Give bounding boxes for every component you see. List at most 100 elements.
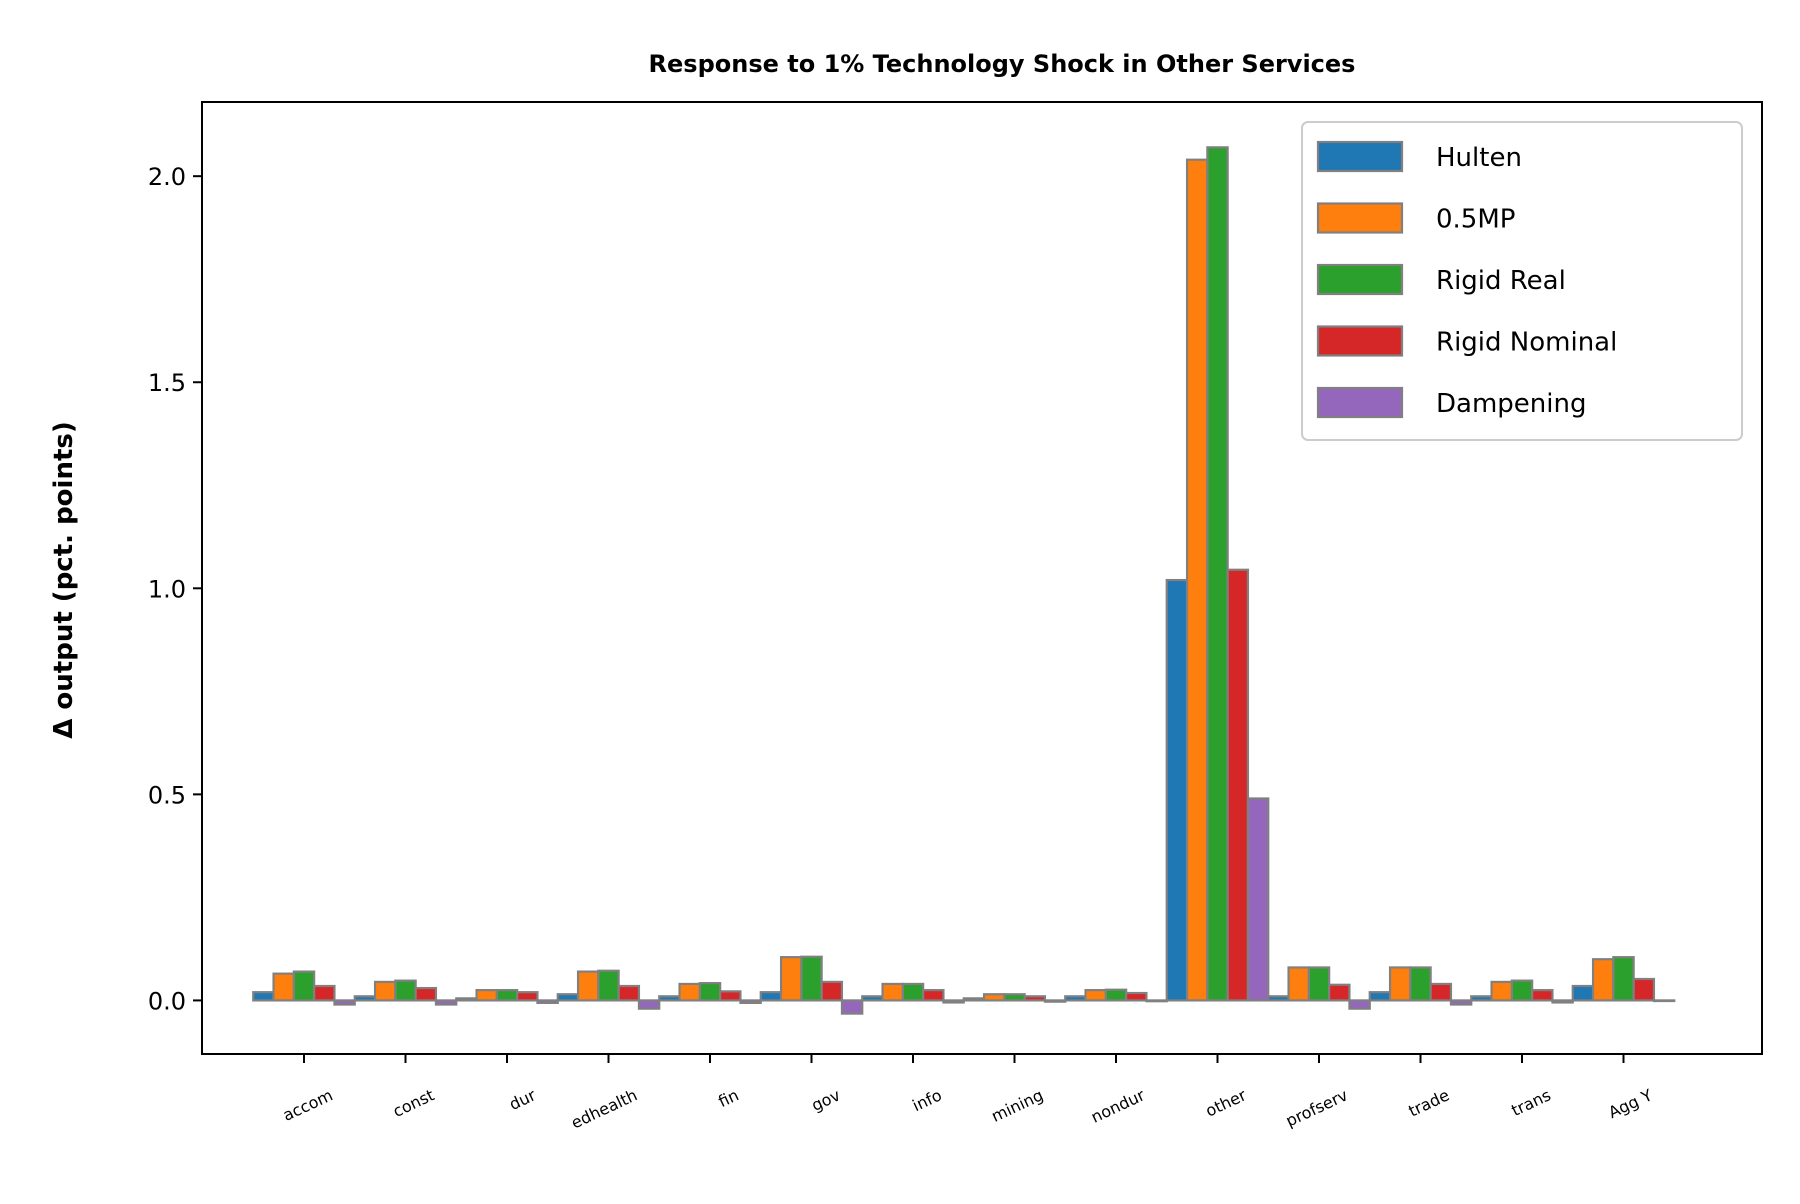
legend-swatch [1316, 325, 1404, 357]
bar-0-5mp-accom [272, 972, 295, 1002]
legend-label: Rigid Nominal [1436, 328, 1617, 358]
bar-hulten-profserv [1267, 995, 1290, 1002]
bar-rigid-real-info [901, 982, 925, 1002]
chart-title: Response to 1% Technology Shock in Other… [649, 50, 1356, 78]
bar-rigid-nominal-agg-y [1632, 977, 1656, 1002]
bar-0-5mp-nondur [1084, 989, 1107, 1002]
bar-0-5mp-dur [475, 989, 498, 1002]
bar-rigid-nominal-trans [1531, 989, 1554, 1002]
x-tick-label: gov [808, 1085, 843, 1115]
bar-dampening-fin [739, 999, 762, 1004]
x-tick-label: info [909, 1085, 944, 1115]
legend-label: Rigid Real [1436, 266, 1566, 296]
bar-dampening-other [1246, 797, 1270, 1002]
x-tick-label: Agg Y [1605, 1085, 1655, 1122]
legend-swatch [1316, 263, 1404, 296]
bar-rigid-real-mining [1003, 993, 1026, 1002]
legend-label: Dampening [1436, 389, 1586, 419]
bar-0-5mp-edhealth [576, 970, 600, 1002]
bar-rigid-nominal-profserv [1328, 983, 1351, 1002]
bar-hulten-fin [658, 995, 681, 1002]
legend-label: 0.5MP [1436, 205, 1515, 235]
bar-rigid-real-nondur [1104, 988, 1128, 1002]
bar-rigid-nominal-gov [820, 980, 844, 1002]
bar-hulten-other [1165, 578, 1189, 1002]
bar-dampening-trade [1449, 999, 1473, 1006]
y-tick-label: 2.0 [148, 163, 186, 191]
bar-hulten-nondur [1064, 995, 1087, 1002]
bar-hulten-gov [759, 991, 783, 1002]
bar-0-5mp-trans [1490, 980, 1513, 1002]
bar-rigid-real-gov [800, 955, 823, 1002]
bar-rigid-real-edhealth [597, 969, 620, 1002]
bar-dampening-trans [1551, 999, 1574, 1004]
bars-layer [252, 146, 1676, 1015]
x-tick-label: mining [988, 1085, 1046, 1125]
bar-rigid-nominal-mining [1023, 995, 1047, 1002]
bar-rigid-real-const [394, 979, 417, 1002]
bar-0-5mp-gov [779, 956, 803, 1002]
bar-dampening-profserv [1348, 999, 1371, 1010]
bar-rigid-nominal-nondur [1125, 991, 1148, 1002]
bar-0-5mp-fin [678, 982, 701, 1002]
bar-hulten-const [353, 995, 377, 1002]
x-tick-label: trade [1406, 1085, 1453, 1120]
y-tick-label: 1.5 [148, 369, 186, 397]
bar-rigid-nominal-trade [1429, 982, 1453, 1002]
legend-box [1301, 121, 1743, 441]
bar-hulten-mining [962, 997, 986, 1002]
bar-rigid-nominal-info [922, 989, 945, 1002]
bar-dampening-info [942, 999, 965, 1004]
bar-rigid-real-accom [292, 970, 316, 1002]
bar-dampening-dur [536, 999, 559, 1004]
bar-dampening-edhealth [637, 999, 661, 1010]
bar-0-5mp-profserv [1287, 966, 1310, 1002]
x-tick-label: trans [1508, 1085, 1553, 1120]
bar-rigid-nominal-accom [313, 984, 336, 1002]
bar-dampening-const [434, 999, 458, 1006]
bar-0-5mp-trade [1388, 966, 1412, 1002]
bar-dampening-mining [1043, 999, 1067, 1003]
bar-rigid-real-trade [1409, 966, 1432, 1002]
bar-dampening-accom [333, 999, 356, 1006]
x-tick-label: accom [280, 1085, 336, 1125]
bar-rigid-nominal-fin [719, 990, 742, 1002]
x-tick-label: dur [506, 1085, 539, 1114]
bar-0-5mp-const [373, 980, 397, 1002]
x-tick-label: other [1203, 1085, 1250, 1120]
bar-hulten-accom [252, 991, 275, 1002]
bar-dampening-agg-y [1652, 999, 1676, 1003]
legend-swatch [1316, 202, 1404, 234]
bar-rigid-nominal-dur [516, 991, 539, 1002]
legend-label: Hulten [1436, 143, 1522, 173]
bar-rigid-real-dur [495, 989, 519, 1002]
bar-rigid-real-trans [1510, 979, 1534, 1002]
legend-swatch [1316, 140, 1404, 173]
x-tick-label: const [390, 1085, 437, 1121]
bar-dampening-gov [840, 999, 864, 1015]
legend-swatch [1316, 386, 1404, 419]
y-tick-label: 0.5 [148, 781, 186, 809]
bar-0-5mp-info [881, 982, 904, 1002]
bar-hulten-trans [1470, 995, 1493, 1002]
bar-0-5mp-mining [982, 993, 1006, 1002]
bar-rigid-nominal-other [1226, 568, 1250, 1002]
bar-dampening-nondur [1145, 999, 1168, 1003]
x-tick-label: profserv [1283, 1085, 1351, 1130]
bar-rigid-real-fin [698, 982, 722, 1002]
bar-hulten-trade [1368, 991, 1392, 1002]
x-tick-label: fin [715, 1085, 741, 1111]
bar-0-5mp-agg-y [1591, 958, 1615, 1002]
bar-hulten-dur [455, 997, 478, 1002]
y-tick-label: 1.0 [148, 575, 186, 603]
bar-hulten-edhealth [556, 993, 580, 1002]
bar-rigid-nominal-edhealth [617, 984, 641, 1002]
y-axis-label: Δ output (pct. points) [49, 421, 79, 739]
plot-frame [201, 101, 1763, 1055]
bar-hulten-agg-y [1571, 984, 1595, 1002]
x-tick-label: edhealth [568, 1085, 640, 1132]
x-tick-label: nondur [1088, 1085, 1148, 1126]
legend: Hulten 0.5MP Rigid Real Rigid Nominal Dampen… [1301, 121, 1743, 441]
